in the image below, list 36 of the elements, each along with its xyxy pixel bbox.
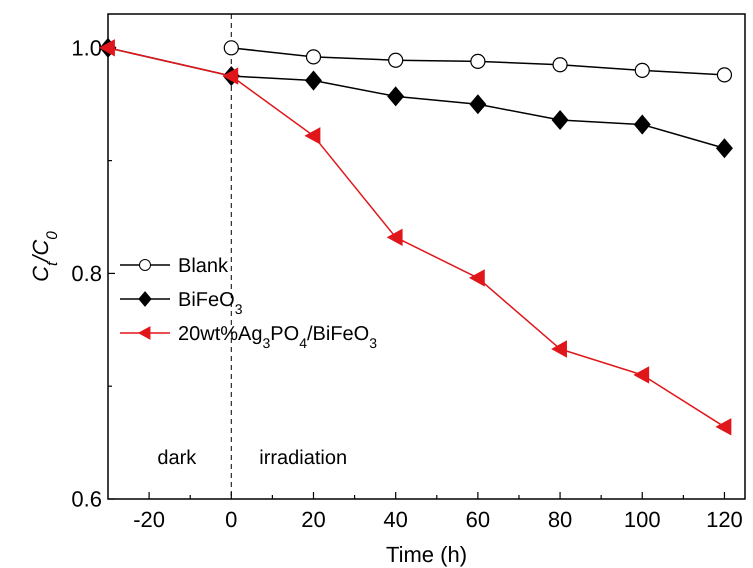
legend-label: 20wt%Ag$_{3}$PO$_{4}$/BiFeO$_{3}$ [178, 323, 378, 351]
annotation: dark [157, 447, 198, 469]
point [470, 270, 485, 286]
point [552, 340, 567, 358]
x-tick-label: 0 [225, 507, 238, 532]
point [716, 67, 732, 82]
y-tick-label: 0.8 [71, 261, 102, 286]
x-axis-title: Time (h) [386, 542, 468, 567]
point [388, 52, 404, 68]
x-tick-label: -20 [133, 507, 165, 532]
point [387, 229, 403, 246]
point [224, 40, 239, 56]
point [634, 62, 650, 78]
point [470, 94, 486, 114]
point [306, 49, 322, 64]
y-tick-label: 1.0 [71, 36, 102, 61]
point [552, 110, 568, 130]
x-tick-label: 60 [466, 507, 490, 532]
annotation: irradiation [259, 447, 348, 469]
point [634, 114, 651, 134]
point [387, 86, 404, 106]
point [716, 138, 733, 158]
x-tick-label: 80 [548, 507, 572, 532]
legend-label: Blank [178, 255, 230, 277]
point [552, 57, 568, 72]
x-tick-label: 40 [383, 507, 408, 532]
x-tick-label: 20 [301, 507, 326, 532]
point [305, 128, 320, 144]
y-tick-label: 0.6 [71, 486, 102, 512]
point [634, 366, 650, 384]
point [716, 418, 732, 436]
x-tick-label: 100 [624, 507, 661, 532]
point [305, 70, 322, 90]
point [470, 54, 486, 69]
legend-label: BiFeO$_{3}$ [178, 289, 243, 317]
x-tick-label: 120 [706, 507, 743, 532]
